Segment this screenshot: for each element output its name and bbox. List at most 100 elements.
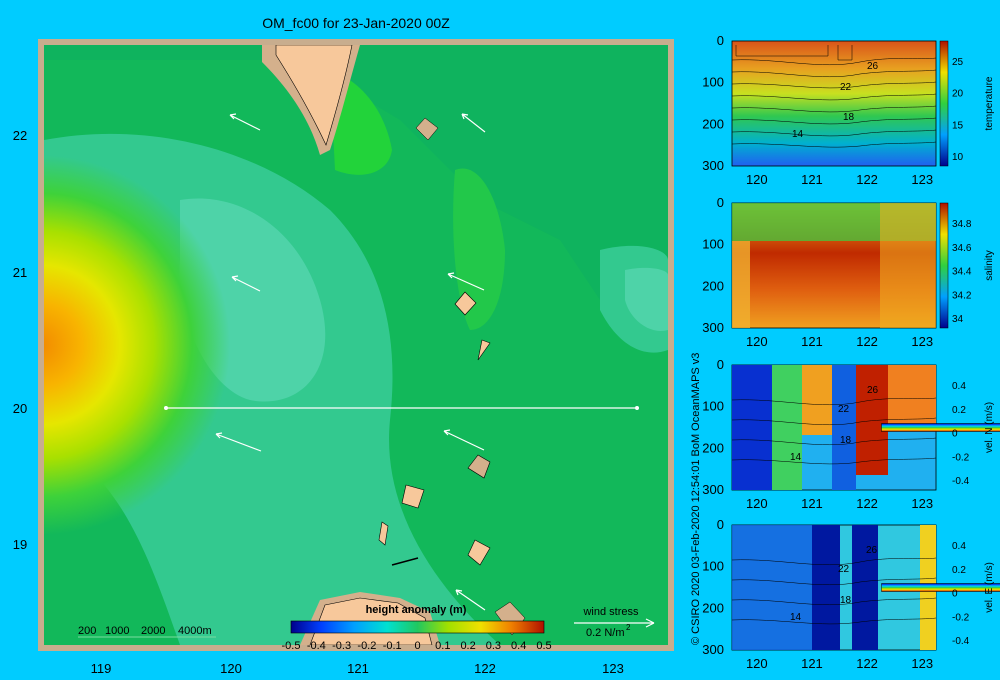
colorbar-tick: 0.5 (536, 640, 551, 652)
lat-axis: 22 21 20 19 (13, 128, 27, 552)
lon-tick: 120 (746, 496, 768, 511)
lon-tick: 121 (801, 172, 823, 187)
panel-temperature: 26 22 18 14 (731, 40, 937, 167)
contour-label: 26 (867, 61, 879, 72)
colorbar-label: height anomaly (m) (366, 604, 467, 616)
lon-tick: 122 (856, 172, 878, 187)
land-taiwan (275, 45, 353, 146)
depth-tick: 0 (717, 517, 724, 532)
lon-tick: 123 (911, 656, 933, 671)
colorbar-tick: 0.1 (435, 640, 450, 652)
lon-tick: 119 (91, 661, 112, 676)
colorbar-tick: 0.4 (511, 640, 526, 652)
wind-scale: wind stress 0.2 N/m 2 (574, 606, 655, 639)
height-colorbar: height anomaly (m) -0.5 -0.4 -0.3 -0.2 -0.1 0… (282, 604, 552, 652)
depth-tick: 200 (702, 440, 724, 455)
depth-tick: 300 (702, 482, 724, 497)
colorbar-tick: -0.4 (952, 476, 970, 487)
colorbar-tick: -0.3 (332, 640, 351, 652)
lon-tick: 122 (856, 334, 878, 349)
colorbar (290, 620, 545, 634)
contour-label: 22 (838, 404, 850, 415)
colorbar-tick: 34.8 (952, 219, 972, 230)
lon-tick: 123 (602, 661, 624, 676)
colorbar-tick: 0 (414, 640, 420, 652)
panel-colorbar (939, 40, 949, 167)
lat-tick: 19 (13, 537, 27, 552)
depth-label: 4000m (178, 625, 212, 637)
colorbar-tick: 0 (952, 429, 958, 440)
contour-label: 14 (790, 612, 802, 623)
colorbar-tick: 25 (952, 57, 964, 68)
lon-tick: 121 (347, 661, 369, 676)
depth-tick: 100 (702, 237, 724, 252)
depth-legend: 200 1000 2000 4000m (78, 625, 216, 638)
panel-label: vel. N (m/s) (984, 402, 995, 453)
depth-tick: 300 (702, 158, 724, 173)
map-title: OM_fc00 for 23-Jan-2020 00Z (262, 15, 450, 31)
lon-tick: 120 (746, 334, 768, 349)
lon-tick: 122 (474, 661, 496, 676)
lon-tick: 121 (801, 496, 823, 511)
depth-label: 200 (78, 625, 96, 637)
contour-label: 14 (790, 452, 802, 463)
lat-tick: 22 (13, 128, 27, 143)
lon-tick: 123 (911, 172, 933, 187)
wind-stress-arrows (215, 113, 486, 611)
lon-tick: 120 (746, 656, 768, 671)
panel-colorbar (939, 202, 949, 329)
lon-tick: 123 (911, 334, 933, 349)
colorbar-tick: -0.4 (952, 636, 970, 647)
colorbar-tick: 0.2 (952, 565, 966, 576)
colorbar-tick: -0.2 (357, 640, 376, 652)
ssh-high-eddy (44, 115, 234, 575)
colorbar-tick: 0 (952, 589, 958, 600)
depth-tick: 0 (717, 195, 724, 210)
panel-colorbar (881, 423, 1000, 432)
lon-tick: 121 (801, 656, 823, 671)
depth-tick: 200 (702, 278, 724, 293)
contour-label: 26 (867, 385, 879, 396)
contour-label: 18 (843, 112, 855, 123)
colorbar-tick: 0.3 (486, 640, 501, 652)
wind-scale-exp: 2 (626, 623, 631, 632)
panel-label: salinity (984, 250, 995, 281)
colorbar-tick: -0.1 (383, 640, 402, 652)
lon-tick: 122 (856, 496, 878, 511)
map-area (44, 45, 668, 645)
lat-tick: 21 (13, 265, 27, 280)
colorbar-tick: 34.6 (952, 243, 972, 254)
colorbar-tick: -0.4 (307, 640, 326, 652)
depth-tick: 300 (702, 320, 724, 335)
wind-scale-value: 0.2 N/m (586, 627, 625, 639)
colorbar-tick: -0.5 (282, 640, 301, 652)
colorbar-tick: 0.4 (952, 541, 966, 552)
colorbar-tick: 10 (952, 152, 964, 163)
depth-tick: 100 (702, 399, 724, 414)
colorbar-tick: 15 (952, 120, 964, 131)
panel-label: temperature (984, 76, 995, 130)
colorbar-tick: 34.2 (952, 290, 972, 301)
colorbar-tick: -0.2 (952, 612, 970, 623)
credit: © CSIRO 2020 03-Feb-2020 12:54:01 BoM Oc… (690, 353, 702, 645)
colorbar-tick: 0.4 (952, 381, 966, 392)
lat-tick: 20 (13, 401, 27, 416)
panel-salinity (731, 202, 937, 329)
lon-tick: 121 (801, 334, 823, 349)
wind-label: wind stress (582, 606, 639, 618)
depth-label: 1000 (105, 625, 129, 637)
lon-tick: 120 (220, 661, 242, 676)
lon-axis: 119 120 121 122 123 (91, 661, 624, 676)
contour-label: 22 (840, 82, 852, 93)
contour-label: 22 (838, 564, 850, 575)
colorbar-tick: 0.2 (952, 405, 966, 416)
lon-tick: 122 (856, 656, 878, 671)
panel-label: vel. E (m/s) (984, 562, 995, 613)
colorbar-tick: 34.4 (952, 267, 972, 278)
lon-tick: 123 (911, 496, 933, 511)
contour-label: 26 (866, 545, 878, 556)
depth-tick: 0 (717, 33, 724, 48)
depth-tick: 0 (717, 357, 724, 372)
depth-label: 2000 (141, 625, 165, 637)
